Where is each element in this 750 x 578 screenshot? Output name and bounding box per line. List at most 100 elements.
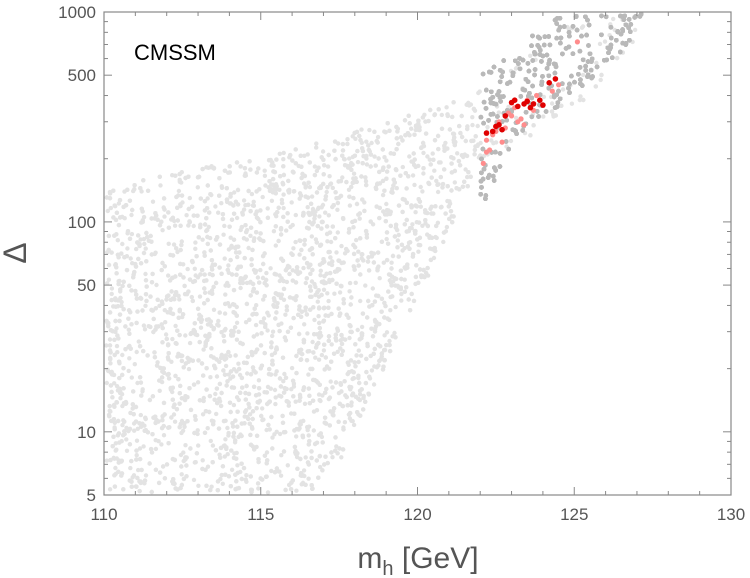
point-all-points (421, 166, 426, 171)
point-all-points (127, 356, 132, 361)
point-all-points (142, 481, 147, 486)
point-all-points (402, 246, 407, 251)
point-all-points (412, 132, 417, 137)
point-all-points (318, 268, 323, 273)
point-all-points (219, 330, 224, 335)
point-all-points (272, 271, 277, 277)
point-all-points (205, 234, 210, 240)
point-all-points (236, 329, 241, 334)
point-all-points (195, 185, 200, 190)
point-all-points (377, 321, 382, 327)
point-all-points (108, 383, 114, 388)
point-all-points (116, 222, 122, 228)
point-all-points (322, 367, 327, 372)
point-all-points (364, 182, 369, 188)
point-all-points (173, 323, 178, 329)
point-all-points (293, 451, 299, 457)
point-all-points (322, 462, 327, 467)
point-all-points (229, 385, 235, 390)
point-all-points (203, 409, 209, 414)
point-all-points (110, 444, 115, 449)
point-all-points (265, 328, 270, 333)
point-all-points (147, 461, 152, 466)
point-all-points (306, 180, 311, 185)
point-all-points (236, 361, 241, 366)
point-all-points (364, 369, 369, 375)
point-all-points (219, 185, 225, 190)
point-all-points (112, 473, 117, 478)
point-all-points (433, 234, 438, 240)
point-all-points (184, 463, 189, 468)
point-all-points (212, 397, 217, 402)
point-all-points (287, 155, 292, 160)
point-all-points (149, 252, 154, 257)
point-all-points (195, 213, 200, 218)
point-all-points (321, 318, 327, 323)
point-all-points (312, 213, 318, 218)
point-all-points (123, 203, 129, 208)
point-all-points (222, 355, 228, 360)
point-all-points (311, 305, 316, 310)
point-all-points (306, 226, 311, 231)
point-all-points (179, 242, 184, 248)
point-all-points (267, 366, 272, 372)
point-all-points (276, 238, 281, 244)
point-all-points (508, 138, 514, 144)
point-all-points (338, 311, 343, 316)
point-all-points (392, 180, 397, 185)
point-all-points (326, 338, 331, 343)
point-all-points (241, 198, 247, 203)
point-all-points (387, 342, 392, 348)
point-all-points (159, 322, 164, 327)
point-all-points (132, 187, 137, 192)
point-all-points (204, 366, 209, 371)
point-all-points (312, 216, 317, 221)
point-all-points (109, 389, 114, 395)
point-all-points (348, 302, 353, 307)
point-all-points (180, 312, 186, 317)
point-all-points (359, 127, 364, 132)
point-all-points (264, 270, 269, 276)
point-all-points (430, 151, 435, 156)
point-all-points (172, 419, 178, 424)
point-all-points (112, 484, 118, 489)
point-all-points (314, 240, 319, 245)
point-all-points (207, 331, 212, 337)
point-all-points (251, 199, 256, 204)
point-all-points (181, 275, 186, 280)
point-all-points (223, 363, 229, 369)
point-all-points (115, 252, 121, 257)
point-all-points (368, 353, 373, 359)
point-all-points (104, 458, 110, 463)
point-all-points (193, 240, 198, 245)
point-all-points (143, 473, 149, 478)
point-all-points (127, 426, 133, 432)
point-all-points (121, 433, 126, 438)
point-all-points (272, 186, 277, 191)
point-all-points (316, 314, 321, 319)
point-all-points (336, 419, 341, 424)
point-all-points (372, 317, 378, 323)
point-all-points (383, 130, 388, 135)
point-all-points (325, 291, 330, 296)
point-all-points (182, 291, 188, 297)
point-all-points (122, 419, 127, 424)
point-all-points (199, 361, 205, 366)
point-all-points (304, 312, 310, 317)
point-all-points (274, 347, 279, 352)
point-all-points (241, 465, 247, 471)
point-all-points (163, 320, 168, 325)
point-all-points (234, 337, 240, 342)
point-all-points (310, 366, 315, 372)
point-all-points (399, 291, 404, 297)
point-all-points (342, 337, 348, 342)
point-all-points (254, 303, 259, 308)
point-all-points (369, 254, 375, 259)
point-all-points (230, 424, 236, 429)
point-all-points (187, 357, 193, 362)
point-all-points (243, 320, 249, 325)
point-all-points (204, 216, 209, 221)
point-all-points (353, 280, 358, 285)
point-all-points (303, 194, 308, 199)
point-all-points (235, 470, 240, 476)
